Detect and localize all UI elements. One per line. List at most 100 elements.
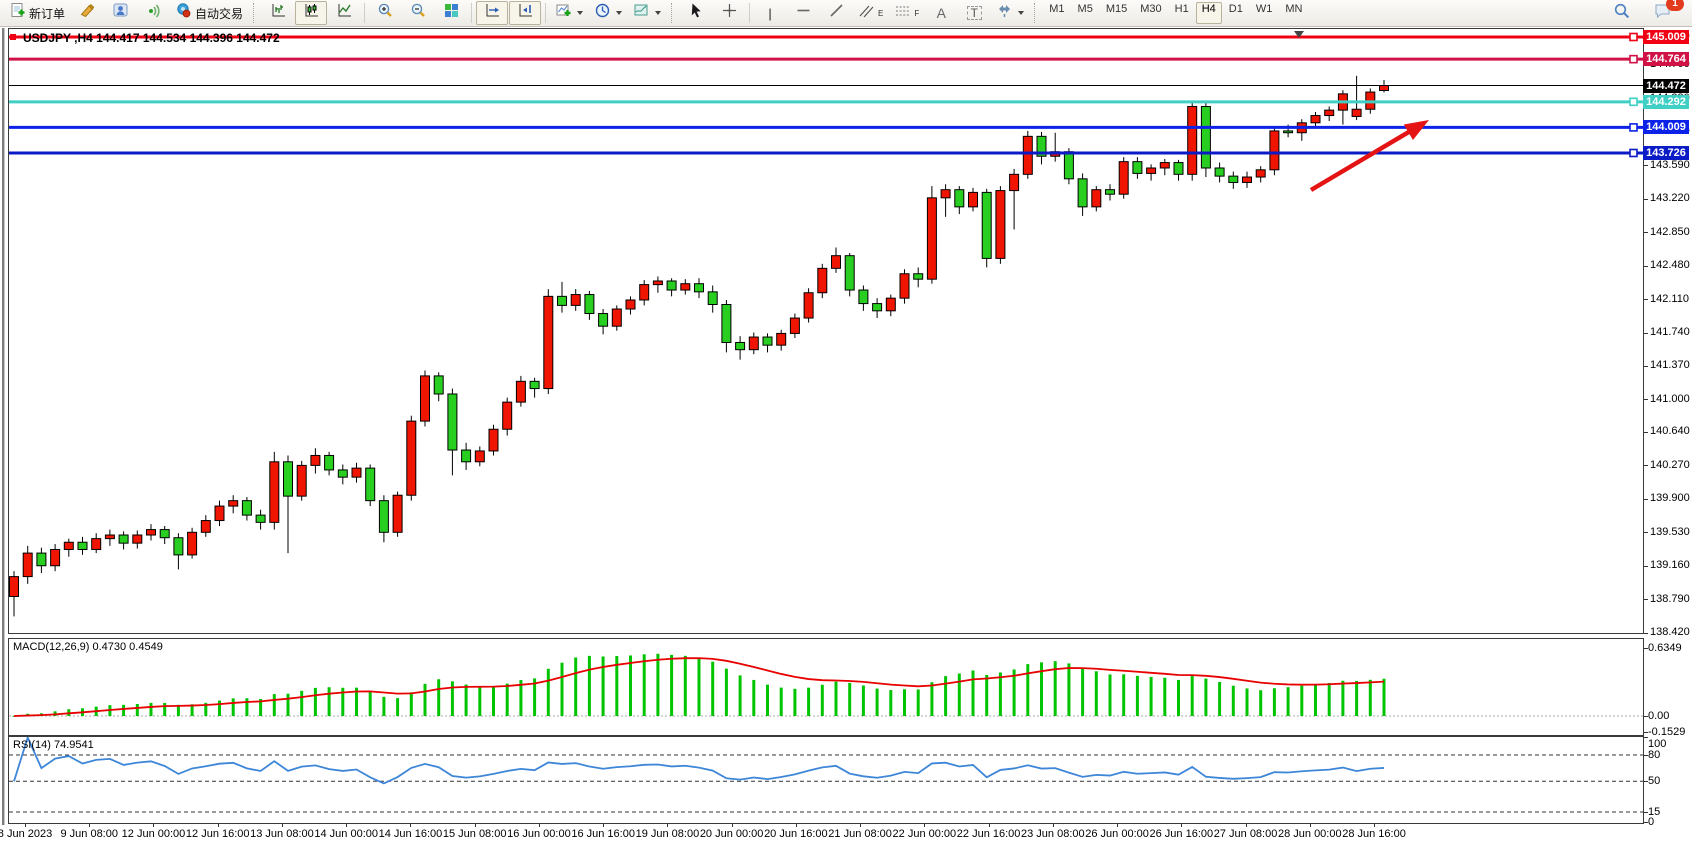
time-axis-label: 8 Jun 2023 bbox=[0, 828, 53, 840]
y-axis-label: 140.640 bbox=[1650, 425, 1690, 438]
y-axis-tick bbox=[1644, 198, 1648, 200]
y-axis-tick bbox=[1644, 64, 1648, 66]
y-axis-tick bbox=[1644, 365, 1648, 367]
y-axis-label: 138.420 bbox=[1650, 626, 1690, 639]
periods-button[interactable] bbox=[589, 1, 627, 25]
time-axis-label: 28 Jun 16:00 bbox=[1342, 828, 1406, 840]
time-axis-label: 27 Jun 08:00 bbox=[1213, 828, 1278, 840]
time-axis-label: 13 Jun 08:00 bbox=[250, 828, 314, 840]
equidistant-channel-button[interactable]: E bbox=[853, 1, 888, 25]
crayon-button[interactable] bbox=[71, 1, 103, 25]
time-axis-label: 21 Jun 08:00 bbox=[828, 828, 892, 840]
rsi-axis-tick bbox=[1644, 737, 1648, 739]
rsi-axis-label: 15 bbox=[1648, 805, 1661, 818]
zoom-in-button[interactable] bbox=[369, 1, 401, 25]
vertical-line-button[interactable]: | bbox=[754, 1, 786, 25]
crosshair-button[interactable] bbox=[713, 1, 745, 25]
candlestick-chart-button[interactable] bbox=[295, 1, 328, 25]
y-axis-label: 138.790 bbox=[1650, 592, 1690, 605]
horizontal-line-button[interactable] bbox=[787, 1, 819, 25]
timeframe-m5-button[interactable]: M5 bbox=[1077, 3, 1093, 15]
cursor-button[interactable] bbox=[680, 1, 712, 25]
timeframe-m1-button[interactable]: M1 bbox=[1049, 3, 1065, 15]
timeframe-m15-button[interactable]: M15 bbox=[1105, 3, 1128, 15]
crayon-icon bbox=[79, 2, 96, 24]
line-anchor-marker bbox=[10, 34, 16, 40]
timeframe-mn-button[interactable]: MN bbox=[1285, 3, 1303, 15]
chart-shift-button[interactable] bbox=[509, 1, 542, 25]
timeframe-h4-button[interactable]: H4 bbox=[1195, 2, 1222, 24]
chart-shift-marker bbox=[1294, 31, 1304, 38]
rsi-label: RSI(14) 74.9541 bbox=[13, 739, 94, 751]
macd-plot[interactable] bbox=[9, 639, 1643, 735]
trend-arrow-head bbox=[1403, 120, 1429, 140]
zoom-out-button[interactable] bbox=[402, 1, 434, 25]
search-button[interactable] bbox=[1606, 1, 1638, 25]
new-order-button[interactable]: 新订单 bbox=[4, 1, 70, 25]
templates-icon bbox=[633, 2, 650, 24]
bar-chart-button[interactable] bbox=[262, 1, 294, 25]
tile-windows-button[interactable] bbox=[435, 1, 467, 25]
time-axis-label: 23 Jun 08:00 bbox=[1021, 828, 1085, 840]
line-chart-icon bbox=[336, 2, 353, 24]
channel-letter: E bbox=[878, 8, 884, 18]
notifications-button[interactable]: 1 bbox=[1646, 0, 1684, 25]
timeframe-m30-button[interactable]: M30 bbox=[1140, 3, 1162, 15]
dropdown-arrow-icon bbox=[1018, 11, 1025, 15]
text-button[interactable]: A bbox=[925, 1, 957, 25]
rsi-axis-label: 80 bbox=[1648, 748, 1661, 761]
fibo-letter: F bbox=[914, 8, 920, 18]
time-axis-label: 22 Jun 00:00 bbox=[892, 828, 957, 840]
signal-button[interactable] bbox=[137, 1, 169, 25]
toolbar-separator bbox=[749, 3, 751, 23]
indicators-icon bbox=[555, 2, 572, 24]
toolbar-separator bbox=[364, 3, 366, 23]
horizontal-line-icon bbox=[795, 2, 812, 24]
auto-scroll-button[interactable] bbox=[476, 1, 509, 25]
auto-scroll-icon bbox=[484, 2, 501, 24]
macd-axis-label: 0.00 bbox=[1648, 709, 1670, 722]
rsi-pane[interactable]: RSI(14) 74.9541 bbox=[8, 736, 1644, 824]
main-chart-pane[interactable]: USDJPY ,H4 144.417 144.534 144.396 144.4… bbox=[8, 28, 1644, 634]
clock-icon bbox=[594, 2, 611, 24]
fibonacci-button[interactable]: F bbox=[889, 1, 924, 25]
y-axis-label: 145.070 bbox=[1650, 30, 1690, 42]
y-axis-label: 144.700 bbox=[1650, 58, 1690, 71]
y-axis-tick bbox=[1644, 565, 1648, 567]
rsi-axis-label: 50 bbox=[1648, 774, 1661, 787]
timeframe-d1-button[interactable]: D1 bbox=[1228, 3, 1243, 15]
left-resize-gutter[interactable] bbox=[2, 28, 5, 825]
main-chart-plot[interactable] bbox=[9, 29, 1643, 633]
shapes-arrows-icon bbox=[996, 2, 1013, 24]
macd-histogram bbox=[12, 653, 1386, 717]
toolbar-drag-handle[interactable] bbox=[1034, 3, 1038, 23]
profile-button[interactable] bbox=[104, 1, 136, 25]
rsi-plot[interactable] bbox=[9, 737, 1643, 823]
auto-trading-label: 自动交易 bbox=[195, 6, 244, 21]
line-chart-button[interactable] bbox=[328, 1, 360, 25]
trend-arrow[interactable] bbox=[1309, 124, 1420, 192]
y-axis-tick bbox=[1644, 165, 1648, 167]
time-axis-label: 15 Jun 08:00 bbox=[442, 828, 507, 840]
y-axis-tick bbox=[1644, 599, 1648, 601]
timeframe-h1-button[interactable]: H1 bbox=[1174, 3, 1189, 15]
y-axis-label: 143.590 bbox=[1650, 158, 1690, 171]
timeframe-w1-button[interactable]: W1 bbox=[1255, 3, 1273, 15]
y-axis-tick bbox=[1644, 465, 1648, 467]
y-axis-label: 142.480 bbox=[1650, 259, 1690, 272]
rsi-axis-tick bbox=[1644, 812, 1648, 813]
text-label-button[interactable]: T bbox=[958, 1, 990, 25]
templates-button[interactable] bbox=[628, 1, 666, 25]
y-axis-tick bbox=[1644, 498, 1648, 500]
y-axis-label: 139.160 bbox=[1650, 559, 1690, 572]
macd-pane[interactable]: MACD(12,26,9) 0.4730 0.4549 bbox=[8, 638, 1644, 736]
trendline-button[interactable] bbox=[820, 1, 852, 25]
auto-trading-button[interactable]: 自动交易 bbox=[170, 1, 248, 25]
y-axis-label: 139.900 bbox=[1650, 492, 1690, 505]
rsi-line bbox=[13, 737, 1385, 785]
toolbar-drag-handle[interactable] bbox=[253, 3, 257, 23]
indicators-button[interactable] bbox=[550, 1, 588, 25]
toolbar-drag-handle[interactable] bbox=[671, 3, 675, 23]
price-badge-143.726: 143.726 bbox=[1643, 145, 1689, 160]
shapes-button[interactable] bbox=[991, 1, 1029, 25]
